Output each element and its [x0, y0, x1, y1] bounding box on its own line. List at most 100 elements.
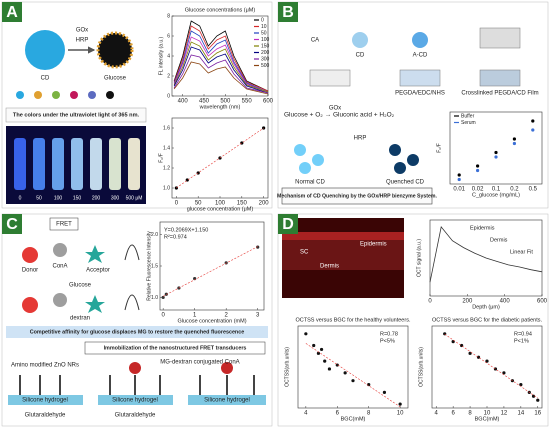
vial	[14, 138, 26, 190]
y-tick-label: 6	[167, 33, 170, 39]
point	[457, 177, 461, 182]
panel-badge	[278, 214, 298, 234]
x-tick-label: 12	[501, 411, 508, 417]
annotation: Epidermis	[470, 225, 495, 231]
panel-badge	[2, 214, 22, 234]
x-axis-label: C_glucose (mg/mL)	[472, 192, 520, 198]
vial	[109, 138, 121, 190]
vial-label: 50	[36, 195, 42, 201]
y-tick-label: 2	[167, 73, 170, 79]
point	[161, 295, 165, 300]
point	[494, 150, 498, 155]
x-tick-label: 550	[242, 99, 253, 105]
point	[367, 382, 371, 387]
point	[327, 367, 332, 371]
vial	[71, 138, 83, 190]
point	[536, 398, 540, 402]
x-tick-label: 400	[178, 99, 189, 105]
point	[468, 351, 472, 355]
step-label: PEGDA/EDC/NHS	[395, 91, 445, 97]
point	[319, 347, 324, 352]
step-label: Glutaraldehyde	[25, 413, 66, 419]
schematic-label: Glucose	[104, 76, 127, 82]
point	[457, 173, 461, 177]
enzyme: HRP	[354, 136, 367, 142]
annotation: R=0.78	[380, 331, 398, 337]
x-tick-label: 6	[451, 411, 455, 417]
image-label: Epidermis	[360, 242, 387, 248]
vial-label: 500 μM	[126, 195, 143, 201]
schematic-label: HRP	[76, 38, 89, 44]
vial	[128, 138, 140, 190]
y-axis-label: F₀/F	[436, 143, 442, 153]
x-tick-label: 0	[175, 201, 179, 207]
panel-badge	[2, 2, 22, 22]
fret-label: FRET	[56, 222, 72, 228]
schematic-label: CD	[41, 76, 50, 82]
vial	[52, 138, 64, 190]
x-tick-label: 450	[199, 99, 210, 105]
y-tick-label: 2.0	[151, 232, 158, 238]
annotation: P<1%	[514, 338, 529, 344]
vial	[90, 138, 102, 190]
band	[6, 326, 268, 338]
panel-label: D	[282, 216, 294, 233]
series-line	[429, 225, 543, 283]
x-tick-label: 50	[195, 201, 202, 207]
vials: 0 50 100 150 200 300 500 μM	[14, 138, 142, 201]
x-tick-label: 8	[468, 411, 472, 417]
x-tick-label: 6	[336, 411, 340, 417]
point	[494, 155, 498, 159]
fret-scheme	[22, 243, 140, 313]
legend-label: 50	[261, 30, 267, 36]
legend-label: 150	[261, 43, 270, 49]
panel-c	[1, 213, 273, 427]
vial-label: 150	[73, 195, 82, 201]
x-tick-label: 4	[435, 411, 439, 417]
x-tick-label: 150	[237, 201, 248, 207]
x-tick-label: 400	[500, 299, 511, 305]
point	[382, 390, 387, 394]
chart-title: Glucose concentrations (μM)	[185, 7, 256, 13]
quenched-particle	[96, 31, 134, 69]
step-label: CA	[311, 38, 319, 44]
annotation: R=0.94	[514, 331, 532, 337]
y-axis-label: OCTSS(arb.units)	[418, 347, 424, 387]
legend-label: 0	[261, 17, 264, 23]
panel-label: B	[282, 4, 294, 21]
part-label: Acceptor	[86, 268, 110, 274]
part-label: Donor	[22, 268, 38, 274]
annotation: R²=0.974	[164, 234, 187, 240]
x-tick-label: 0.01	[453, 187, 465, 193]
enzyme: GOx	[329, 106, 341, 112]
fit-line	[163, 246, 258, 297]
reaction: Glucose + O₂ → Gluconic acid + H₂O₂	[284, 112, 395, 119]
x-tick-label: 14	[518, 411, 525, 417]
point	[485, 359, 489, 363]
step-label: CD	[356, 53, 365, 59]
band-text: Competitive affinity for glucose displac…	[30, 329, 244, 335]
caption: The colors under the ultraviolet light o…	[13, 112, 140, 118]
series-line	[173, 54, 269, 94]
chart-title: OCTSS versus BGC for the diabetic patien…	[432, 317, 543, 323]
y-axis-label: FL intensity (a.u.)	[158, 36, 164, 75]
band	[84, 341, 266, 355]
series-line	[173, 46, 269, 94]
step-label: Amino modified ZnO NRs	[11, 363, 79, 369]
step-label: A-CD	[413, 53, 428, 59]
part-label: Glucose	[69, 283, 92, 289]
series-line	[173, 30, 269, 93]
point	[304, 332, 308, 336]
x-tick-label: 600	[537, 299, 548, 305]
series-line	[173, 61, 269, 95]
vial-label: 300	[111, 195, 120, 201]
y-tick-label: 1.0	[151, 295, 158, 301]
x-axis-label: wavelength (nm)	[199, 104, 241, 110]
x-axis-label: Glucose concentration (mM)	[177, 318, 246, 324]
plot-frame	[429, 219, 543, 297]
plot-frame	[297, 325, 409, 409]
series-line	[173, 41, 269, 93]
point	[398, 402, 402, 406]
point	[476, 164, 480, 168]
x-axis-label: BGC(mM)	[341, 416, 366, 422]
